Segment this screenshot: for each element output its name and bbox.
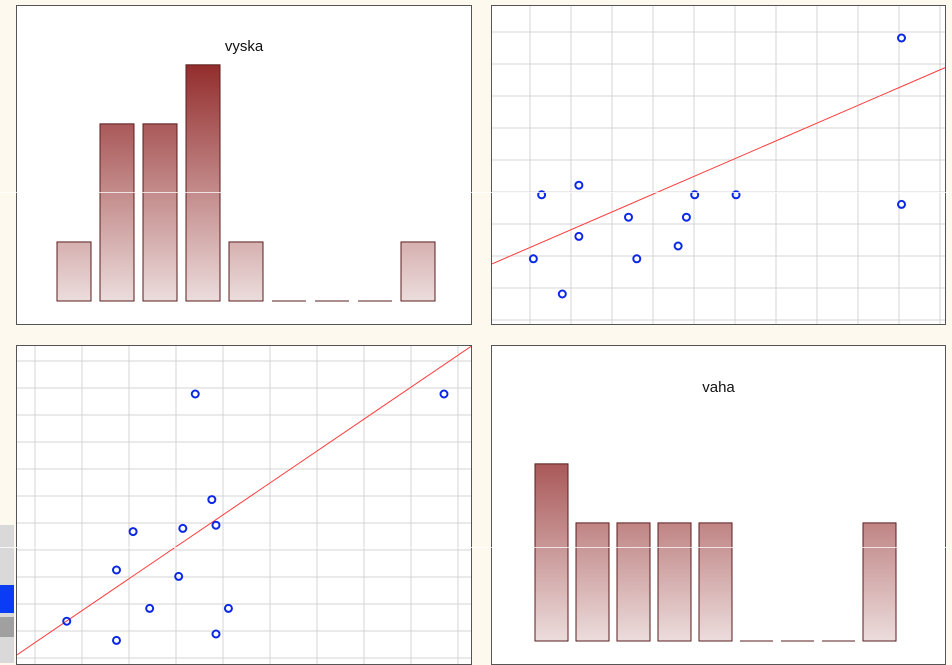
background-window-toolbar xyxy=(0,617,14,637)
data-point xyxy=(528,254,538,264)
histogram-bar xyxy=(142,123,178,302)
histogram-bar xyxy=(400,241,436,302)
histogram-bar xyxy=(657,522,692,642)
scatter-bottom-svg xyxy=(17,346,471,664)
data-point xyxy=(557,289,567,299)
histogram-bar xyxy=(862,522,897,642)
data-point xyxy=(897,199,906,209)
histogram-bar xyxy=(185,64,221,302)
data-point xyxy=(174,571,184,581)
data-point xyxy=(439,389,449,399)
data-point xyxy=(211,629,221,639)
regression-line xyxy=(17,346,471,656)
data-point xyxy=(111,635,121,645)
data-point xyxy=(673,241,683,251)
histogram-vyska-svg xyxy=(56,64,436,302)
data-point xyxy=(62,616,72,626)
data-point xyxy=(690,190,700,200)
background-window-titlebar xyxy=(0,585,14,613)
data-point xyxy=(731,190,741,200)
histogram-bar xyxy=(99,123,135,302)
data-point xyxy=(211,520,221,530)
data-point xyxy=(624,212,633,222)
data-point xyxy=(178,523,188,533)
render-seam-line xyxy=(0,192,952,193)
scatter-panel-top[interactable] xyxy=(491,5,946,325)
data-point xyxy=(190,389,200,399)
data-point xyxy=(574,231,584,241)
data-point xyxy=(207,495,217,505)
histogram-vaha-svg xyxy=(534,463,897,642)
histogram-panel-vaha[interactable]: vaha xyxy=(491,345,946,665)
data-point xyxy=(897,33,906,43)
data-point xyxy=(681,212,691,222)
chart-title-vyska: vyska xyxy=(224,38,264,55)
data-point xyxy=(145,603,155,613)
histogram-panel-vyska[interactable]: vyska xyxy=(16,5,472,325)
data-point xyxy=(111,565,121,575)
histogram-bar xyxy=(534,463,569,642)
scatter-top-svg xyxy=(492,6,945,324)
data-point xyxy=(128,527,138,537)
data-point xyxy=(223,603,233,613)
histogram-bar xyxy=(228,241,264,302)
data-point xyxy=(574,180,584,190)
histogram-bar xyxy=(575,522,610,642)
chart-title-vaha: vaha xyxy=(702,379,735,396)
histogram-bar xyxy=(616,522,651,642)
scatter-panel-bottom[interactable] xyxy=(16,345,472,665)
histogram-bar xyxy=(56,241,92,302)
background-window-fragment xyxy=(0,525,14,663)
data-point xyxy=(632,254,642,264)
histogram-bar xyxy=(698,522,733,642)
render-seam-line xyxy=(0,547,952,548)
data-point xyxy=(537,190,547,200)
regression-line xyxy=(492,67,945,265)
